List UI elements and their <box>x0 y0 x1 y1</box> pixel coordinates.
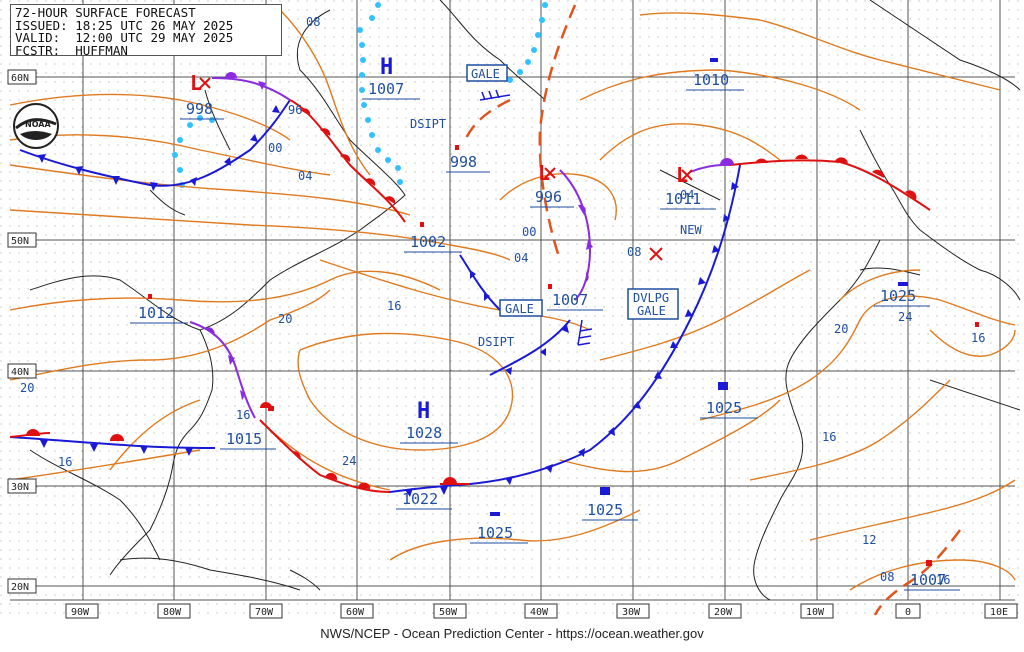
noaa-logo-text: NOAA <box>25 120 51 129</box>
isobar-value: 08 <box>880 570 894 584</box>
pressure-label: 1015 <box>226 430 262 448</box>
lon-label: 60W <box>346 607 365 618</box>
lat-label: 40N <box>11 367 29 378</box>
isobar-labels: 96 00 04 08 00 04 16 20 16 20 24 16 16 2… <box>20 15 985 587</box>
lat-label: 60N <box>11 73 29 84</box>
trough-lines <box>463 4 961 616</box>
isobar-value: 04 <box>680 188 694 202</box>
isobars <box>9 9 1016 591</box>
isobar-value: 96 <box>288 103 302 117</box>
low-pressure: 998 <box>186 100 213 118</box>
latitude-labels: 60N 50N 40N 30N 20N <box>7 69 37 594</box>
pressure-underlines <box>130 89 960 591</box>
annotations: DSIPT DSIPT NEW <box>410 117 702 349</box>
x-marks <box>199 77 693 261</box>
isobar-value: 12 <box>862 533 876 547</box>
center-markers <box>148 58 979 566</box>
gale-label: GALE <box>471 67 500 81</box>
pressure-label: 1007 <box>552 291 588 309</box>
lon-label: 10W <box>806 607 825 618</box>
lon-label: 90W <box>71 607 90 618</box>
pressure-label: 998 <box>450 153 477 171</box>
low-symbol: L <box>190 71 202 95</box>
center-pressures: 1010 998 1002 1007 1012 1015 1022 1025 1… <box>138 71 946 589</box>
isobar-value: 08 <box>306 15 320 29</box>
isobar-value: 16 <box>971 331 985 345</box>
isobar-value: 20 <box>834 322 848 336</box>
pressure-label: 1022 <box>402 490 438 508</box>
lon-label: 0 <box>905 607 911 618</box>
noaa-logo: NOAA <box>13 103 59 149</box>
pressure-label: 1025 <box>477 524 513 542</box>
isobar-value: 04 <box>298 169 312 183</box>
isobar-value: 16 <box>58 455 72 469</box>
new-label: NEW <box>680 223 702 237</box>
low-symbol: L <box>538 161 550 185</box>
isobar-value: 20 <box>20 381 34 395</box>
occluded-front-symbols <box>206 72 734 400</box>
low-symbol: L <box>676 163 688 187</box>
isobar-value: 16 <box>936 573 950 587</box>
low-pressure: 1011 <box>665 190 701 208</box>
dsipt-label: DSIPT <box>410 117 446 131</box>
high-symbol: H <box>417 399 430 424</box>
cold-front-barbs <box>38 105 739 497</box>
pressure-label: 1025 <box>706 399 742 417</box>
pressure-label: 1010 <box>693 71 729 89</box>
lon-label: 70W <box>255 607 274 618</box>
isobar-value: 08 <box>627 245 641 259</box>
isobar-value: 16 <box>822 430 836 444</box>
pressure-label: 1002 <box>410 233 446 251</box>
lat-label: 30N <box>11 482 29 493</box>
high-pressure: 1028 <box>406 424 442 442</box>
isobar-value: 00 <box>522 225 536 239</box>
lon-label: 10E <box>990 607 1008 618</box>
forecaster-name: FCSTR: HUFFMAN <box>15 42 128 58</box>
isobar-value: 16 <box>236 408 250 422</box>
valid-time: VALID: 12:00 UTC 29 MAY 2025 <box>15 30 234 45</box>
isobar-value: 24 <box>898 310 912 324</box>
wind-barbs <box>479 89 593 346</box>
pressure-label: 1025 <box>587 501 623 519</box>
dvlpg-gale-label: GALE <box>637 304 666 318</box>
lat-label: 20N <box>11 582 29 593</box>
issued-time: ISSUED: 18:25 UTC 26 MAY 2025 <box>15 17 234 33</box>
dvlpg-label: DVLPG <box>633 291 669 305</box>
lon-label: 50W <box>439 607 458 618</box>
warm-front-bumps <box>26 108 917 489</box>
gale-boxes: GALE GALE DVLPG GALE <box>466 64 679 320</box>
isobar-value: 20 <box>278 312 292 326</box>
longitude-labels: 90W 80W 70W 60W 50W 40W 30W 20W 10W 0 10… <box>65 603 1018 619</box>
isobar-value: 00 <box>268 141 282 155</box>
high-pressure: 1007 <box>368 80 404 98</box>
forecast-header: 72-HOUR SURFACE FORECAST ISSUED: 18:25 U… <box>10 4 282 56</box>
pressure-label: 1025 <box>880 287 916 305</box>
pressure-label: 1007 <box>910 571 946 589</box>
pressure-label: 1012 <box>138 304 174 322</box>
dsipt-label: DSIPT <box>478 335 514 349</box>
low-pressure: 996 <box>535 188 562 206</box>
isobar-value: 16 <box>387 299 401 313</box>
coastlines <box>29 0 1021 601</box>
occluded-fronts <box>189 77 731 419</box>
lon-label: 20W <box>714 607 733 618</box>
footer-credit: NWS/NCEP - Ocean Prediction Center - htt… <box>320 626 704 641</box>
lon-label: 40W <box>530 607 549 618</box>
isobar-value: 24 <box>342 454 356 468</box>
lon-label: 80W <box>163 607 182 618</box>
gale-label: GALE <box>505 302 534 316</box>
lat-label: 50N <box>11 236 29 247</box>
forecast-title: 72-HOUR SURFACE FORECAST <box>15 5 196 20</box>
lon-label: 30W <box>622 607 641 618</box>
high-symbol: H <box>380 55 393 80</box>
isobar-value: 04 <box>514 251 528 265</box>
